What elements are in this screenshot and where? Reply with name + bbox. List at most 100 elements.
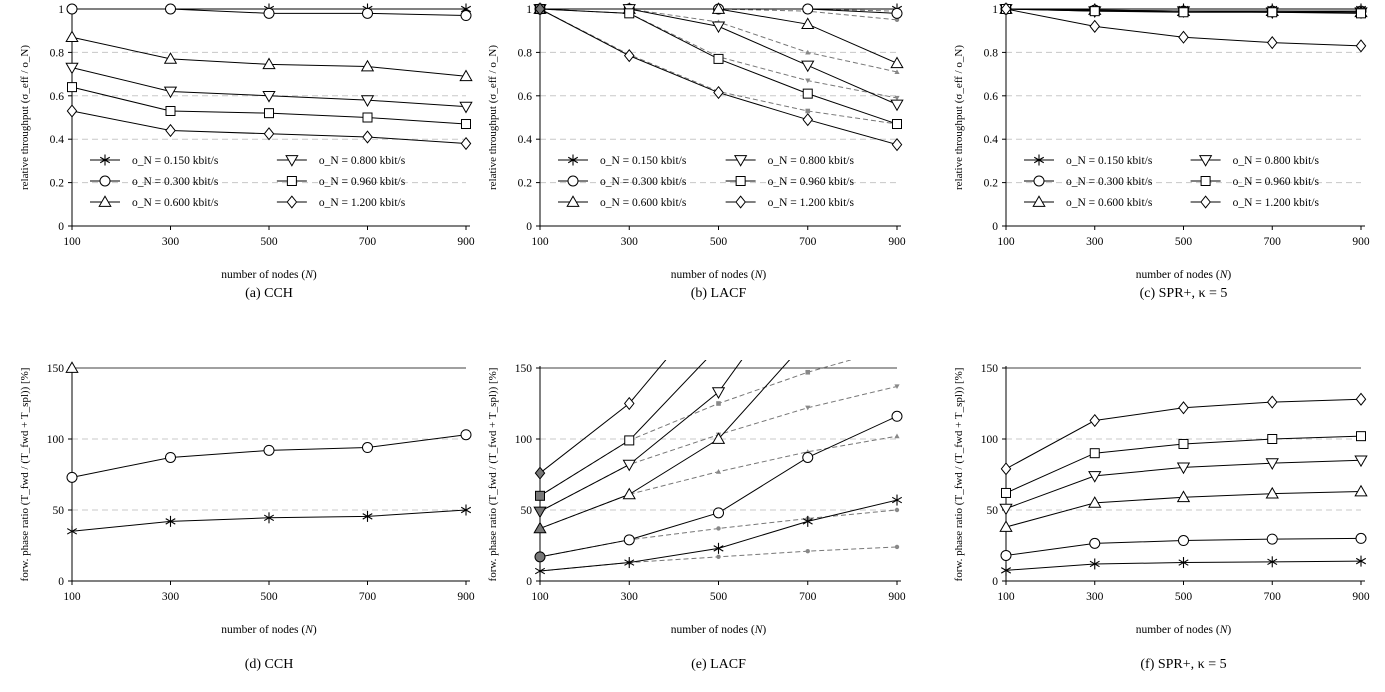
plot-area: [533, 2, 904, 152]
data-point: [1355, 555, 1367, 567]
legend-label: o_N = 0.150 kbit/s: [600, 155, 687, 167]
y-tick-label: 100: [981, 434, 999, 446]
legend-marker-stroke: [567, 156, 579, 164]
data-point: [459, 69, 473, 82]
dashed-data-point: [894, 95, 900, 101]
data-point: [1089, 558, 1100, 570]
x-tick-label: 500: [710, 591, 728, 603]
data-point: [66, 471, 78, 483]
y-tick-label: 0: [58, 576, 64, 588]
panel-2: 0 0.2 0.4 0.6 0.8 1 100 300 500 700 900 number of n…: [487, 2, 906, 301]
data-point-stroke: [802, 518, 813, 525]
data-point: [1265, 486, 1279, 499]
dashed-data-point: [894, 384, 900, 390]
data-point: [1178, 438, 1189, 449]
x-axis-label: number of nodes (N): [1136, 624, 1232, 636]
data-point-stroke: [362, 513, 373, 520]
y-tick-label: 150: [47, 363, 65, 375]
legend-label: o_N = 0.150 kbit/s: [132, 155, 219, 167]
y-tick-label: 150: [981, 363, 999, 375]
data-point: [362, 442, 373, 454]
x-tick-label: 900: [888, 236, 906, 248]
legend-marker: [1198, 155, 1213, 167]
x-tick-label: 900: [1352, 591, 1370, 603]
legend-marker: [1200, 195, 1211, 209]
y-tick-label: 1: [526, 4, 532, 16]
x-axis-label: number of nodes (N): [1136, 269, 1232, 281]
data-point-stroke: [1355, 557, 1367, 565]
x-tick-label: 300: [162, 236, 180, 248]
y-tick-label: 100: [47, 434, 65, 446]
legend-marker: [1032, 195, 1046, 207]
data-point: [1267, 434, 1278, 444]
y-axis-label: relative throughput (σ_eff / o_N): [487, 45, 499, 190]
legend-marker: [286, 195, 298, 209]
x-axis-label: number of nodes (N): [221, 624, 317, 636]
legend-marker: [733, 155, 748, 167]
data-point: [801, 17, 815, 30]
y-tick-label: 0.8: [50, 47, 65, 59]
dashed-data-point: [716, 554, 721, 560]
y-axis-label: relative throughput (σ_eff / o_N): [19, 45, 31, 190]
data-point: [802, 3, 814, 15]
data-point: [1001, 487, 1011, 498]
y-tick-label: 100: [515, 434, 533, 446]
data-point-stroke: [263, 514, 275, 522]
legend-label: o_N = 0.150 kbit/s: [1066, 155, 1153, 167]
data-point: [533, 521, 547, 534]
data-point: [623, 49, 635, 63]
data-point: [1089, 448, 1100, 459]
dashed-data-point: [805, 78, 811, 84]
data-point: [263, 127, 275, 141]
data-point-stroke: [534, 567, 546, 575]
legend-label: o_N = 0.600 kbit/s: [600, 197, 687, 209]
x-tick-label: 500: [710, 236, 728, 248]
x-tick-label: 100: [997, 591, 1015, 603]
legend-marker: [98, 195, 112, 207]
x-tick-label: 900: [1352, 236, 1370, 248]
data-point: [1266, 36, 1278, 50]
data-point: [534, 565, 546, 577]
data-point: [713, 507, 724, 519]
data-point: [1355, 39, 1367, 53]
data-point: [891, 494, 903, 506]
data-point: [801, 60, 815, 73]
data-point: [1000, 2, 1012, 16]
data-point: [890, 56, 904, 69]
data-point: [891, 7, 903, 19]
data-point: [362, 112, 373, 123]
data-point: [624, 557, 635, 569]
data-point: [1000, 462, 1012, 476]
legend: o_N = 0.150 kbit/s o_N = 0.300 kbit/s o_N …: [558, 154, 855, 209]
legend-label: o_N = 0.800 kbit/s: [1233, 155, 1320, 167]
data-point: [262, 57, 276, 70]
series-line: [71, 36, 467, 77]
data-point: [165, 105, 176, 116]
data-point: [711, 2, 726, 14]
data-point: [535, 490, 545, 501]
data-point: [534, 551, 546, 563]
data-point: [624, 435, 635, 446]
data-point: [459, 101, 473, 114]
y-tick-label: 150: [515, 363, 533, 375]
legend-label: o_N = 0.600 kbit/s: [1066, 197, 1153, 209]
data-point: [892, 119, 902, 130]
data-point: [163, 86, 178, 99]
x-axis-label: number of nodes (N): [671, 269, 767, 281]
data-point: [1178, 7, 1189, 18]
data-point: [802, 113, 814, 127]
data-point: [534, 466, 546, 480]
dashed-data-point: [716, 526, 721, 531]
legend-label: o_N = 0.960 kbit/s: [768, 176, 855, 188]
plot-area: [65, 361, 472, 537]
x-tick-label: 900: [457, 236, 475, 248]
dashed-data-point: [894, 17, 900, 23]
data-point: [1178, 401, 1189, 415]
data-point-stroke: [1000, 567, 1012, 574]
dashed-data-point: [715, 469, 722, 474]
data-point: [263, 512, 275, 524]
caption: (d) CCH: [245, 657, 294, 672]
y-tick-label: 0.4: [518, 134, 533, 146]
x-tick-label: 700: [359, 591, 377, 603]
x-tick-label: 700: [799, 236, 817, 248]
